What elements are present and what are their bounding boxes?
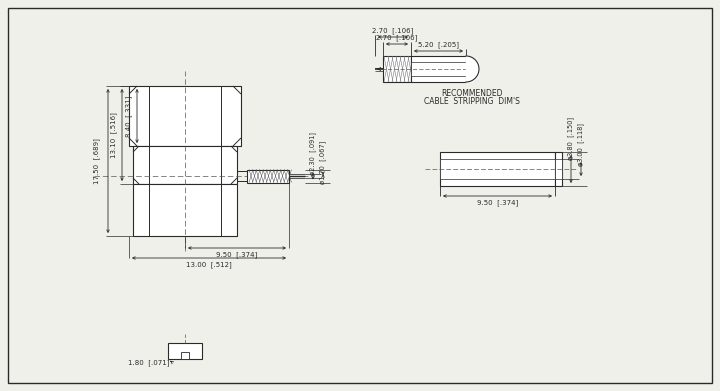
Text: 2.70  [.106]: 2.70 [.106] (372, 28, 414, 34)
Text: 5.20  [.205]: 5.20 [.205] (418, 41, 459, 48)
Text: 1.80  [.071]: 1.80 [.071] (128, 360, 170, 366)
Text: 8.40  [.331]: 8.40 [.331] (125, 95, 132, 137)
Bar (411, 62, 466, 76)
Bar (133, 146, 237, 184)
Text: ø2.30  [.091]: ø2.30 [.091] (310, 132, 316, 175)
Text: 13.00  [.512]: 13.00 [.512] (186, 262, 232, 268)
Bar (133, 184, 237, 236)
Text: 9.50  [.374]: 9.50 [.374] (477, 200, 518, 206)
Bar (411, 56, 466, 82)
Text: ø3.80  [.150]: ø3.80 [.150] (567, 117, 575, 160)
Text: ø1.70  [.067]: ø1.70 [.067] (320, 140, 326, 184)
Bar (129, 86, 241, 146)
Text: 9.50  [.374]: 9.50 [.374] (217, 252, 258, 258)
Bar (383, 56, 411, 82)
Text: 17.50  [.689]: 17.50 [.689] (94, 138, 100, 184)
Bar (168, 343, 202, 359)
Bar (555, 152, 562, 186)
Text: 2.70  [.106]: 2.70 [.106] (377, 35, 418, 41)
Bar (440, 159, 555, 179)
Bar (247, 170, 289, 183)
Bar (181, 352, 189, 359)
Bar (555, 159, 562, 179)
Text: RECOMMENDED: RECOMMENDED (441, 88, 503, 97)
Text: ø3.00  [.118]: ø3.00 [.118] (577, 124, 585, 167)
Text: 13.10  [.516]: 13.10 [.516] (111, 112, 117, 158)
Text: CABLE  STRIPPING  DIM'S: CABLE STRIPPING DIM'S (424, 97, 520, 106)
Bar (440, 152, 555, 186)
